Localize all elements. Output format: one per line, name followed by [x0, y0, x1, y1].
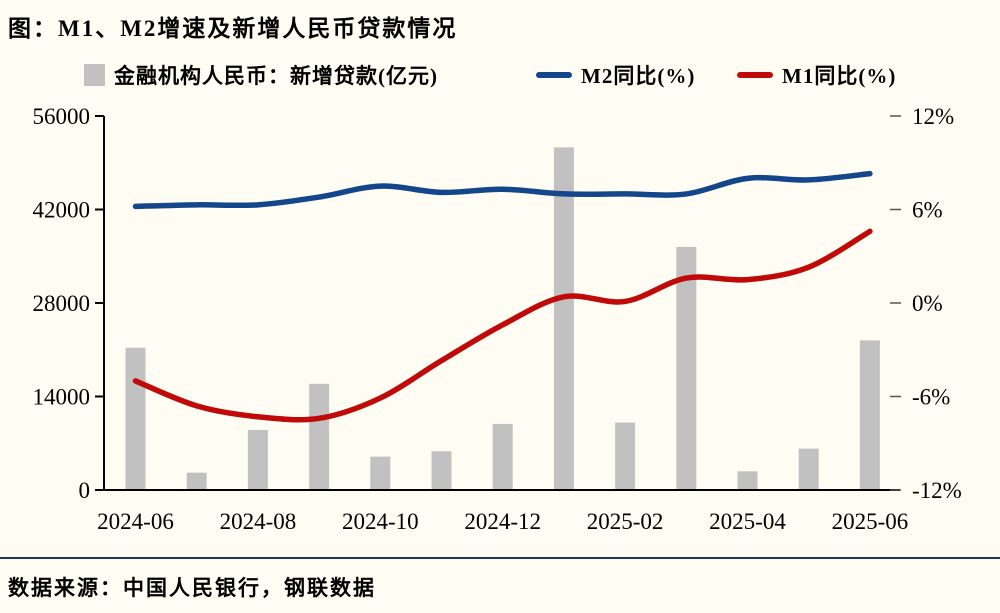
source-note: 数据来源：中国人民银行，钢联数据 — [8, 576, 376, 600]
legend-item-m2: M2同比(%) — [536, 61, 695, 89]
loan-bar — [370, 456, 391, 490]
loan-bar — [431, 451, 452, 490]
loan-bar — [615, 422, 636, 490]
x-axis-label: 2024-06 — [97, 509, 174, 534]
legend-item-new-loans: 金融机构人民币：新增贷款(亿元) — [84, 61, 438, 89]
x-axis-label: 2024-12 — [464, 509, 541, 534]
y-left-axis-label: 56000 — [33, 104, 91, 129]
loan-bar — [125, 347, 146, 490]
y-right-axis-label: 0% — [912, 291, 943, 316]
y-left-axis-label: 0 — [79, 478, 91, 503]
divider-line — [0, 557, 1000, 559]
y-left-axis-label: 42000 — [33, 198, 91, 223]
x-axis-label: 2024-08 — [220, 509, 297, 534]
y-left-axis-label: 28000 — [33, 291, 91, 316]
loan-bar — [553, 147, 574, 490]
loan-bar — [676, 246, 697, 490]
chart-title: 图：M1、M2增速及新增人民币贷款情况 — [8, 16, 458, 41]
loan-bar — [247, 429, 268, 490]
y-left-axis-label: 14000 — [33, 385, 91, 410]
loan-bar — [492, 423, 513, 490]
legend-item-m1: M1同比(%) — [737, 61, 896, 89]
x-axis-label: 2025-06 — [832, 509, 909, 534]
loan-bar — [186, 472, 207, 490]
loan-bar — [859, 340, 880, 490]
loan-bar — [798, 448, 819, 490]
m1-line — [132, 228, 873, 423]
x-axis-label: 2025-04 — [709, 509, 786, 534]
y-right-axis-label: 12% — [912, 104, 954, 129]
legend-label-m2: M2同比(%) — [581, 64, 696, 88]
x-axis-label: 2025-02 — [587, 509, 664, 534]
y-right-axis-label: -12% — [912, 478, 962, 503]
legend-label-m1: M1同比(%) — [782, 64, 897, 88]
y-right-axis-label: 6% — [912, 198, 943, 223]
loan-bar — [309, 383, 330, 490]
x-axis-label: 2024-10 — [342, 509, 419, 534]
bar-swatch-icon — [84, 64, 105, 86]
y-right-axis-label: -6% — [912, 385, 950, 410]
m2-line — [132, 170, 873, 210]
loan-bar — [737, 471, 758, 490]
m1-line-swatch-icon — [737, 72, 773, 78]
legend-label-new-loans: 金融机构人民币：新增贷款(亿元) — [114, 64, 438, 88]
m2-line-swatch-icon — [536, 72, 572, 78]
